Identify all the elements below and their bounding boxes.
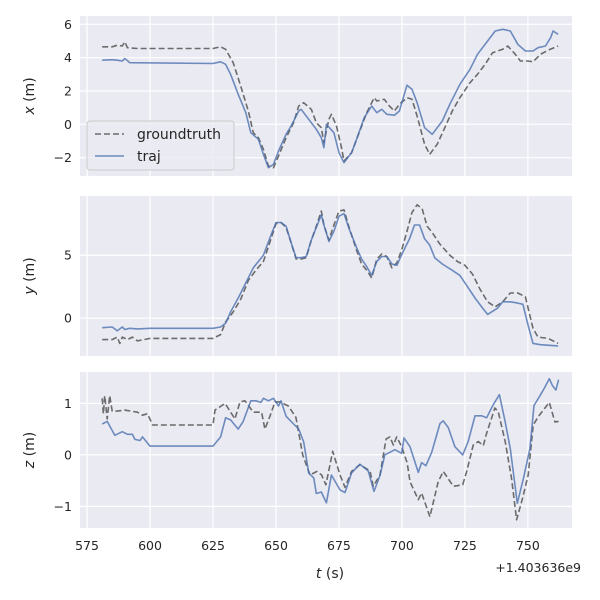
y-axis-unit: (m) [22,432,38,461]
legend-groundtruth-label: groundtruth [137,127,221,143]
y-axis-var: y [22,286,38,296]
legend-traj-label: traj [137,149,161,165]
x-tick-label: 625 [201,538,225,553]
plot-area [80,196,572,356]
y-tick-label: 2 [64,84,72,99]
x-tick-label: 675 [327,538,351,553]
y-tick-label: 6 [64,17,72,32]
x-offset-text: +1.403636e9 [495,560,581,575]
legend: groundtruth traj [86,120,235,171]
subplot-z: 1 0 −1 z (m) 575 600 625 650 675 700 725 750 [22,372,572,553]
y-axis-unit: (m) [22,77,38,106]
x-tick-label: 575 [75,538,99,553]
y-axis-label: z (m) [22,432,38,469]
x-tick-label: 600 [138,538,162,553]
y-tick-label: 0 [64,311,72,326]
x-tick-label: 725 [453,538,477,553]
subplot-y: 5 0 y (m) [22,196,572,356]
x-axis-label: t (s) [316,566,344,582]
y-tick-label: 5 [64,248,72,263]
series-line-traj-x [102,28,559,169]
y-axis-label: y (m) [22,257,38,295]
x-tick-label: 700 [390,538,414,553]
y-axis-label: x (m) [22,77,38,115]
y-axis-var: x [22,106,38,116]
y-tick-label: 1 [64,396,72,411]
x-axis-var: t [316,566,322,582]
y-tick-label: 0 [64,117,72,132]
series-line-traj-y [102,212,559,347]
y-axis-unit: (m) [22,257,38,286]
x-axis-unit: (s) [321,566,344,582]
y-tick-label: 0 [64,447,72,462]
x-tick-label: 650 [264,538,288,553]
y-axis-var: z [22,460,38,469]
series-line-traj-z [101,377,560,505]
y-tick-label: −2 [54,150,72,165]
y-tick-label: −1 [54,499,72,514]
series-line-groundtruth-z [101,394,559,521]
x-tick-label: 750 [516,538,540,553]
y-tick-label: 4 [64,50,72,65]
